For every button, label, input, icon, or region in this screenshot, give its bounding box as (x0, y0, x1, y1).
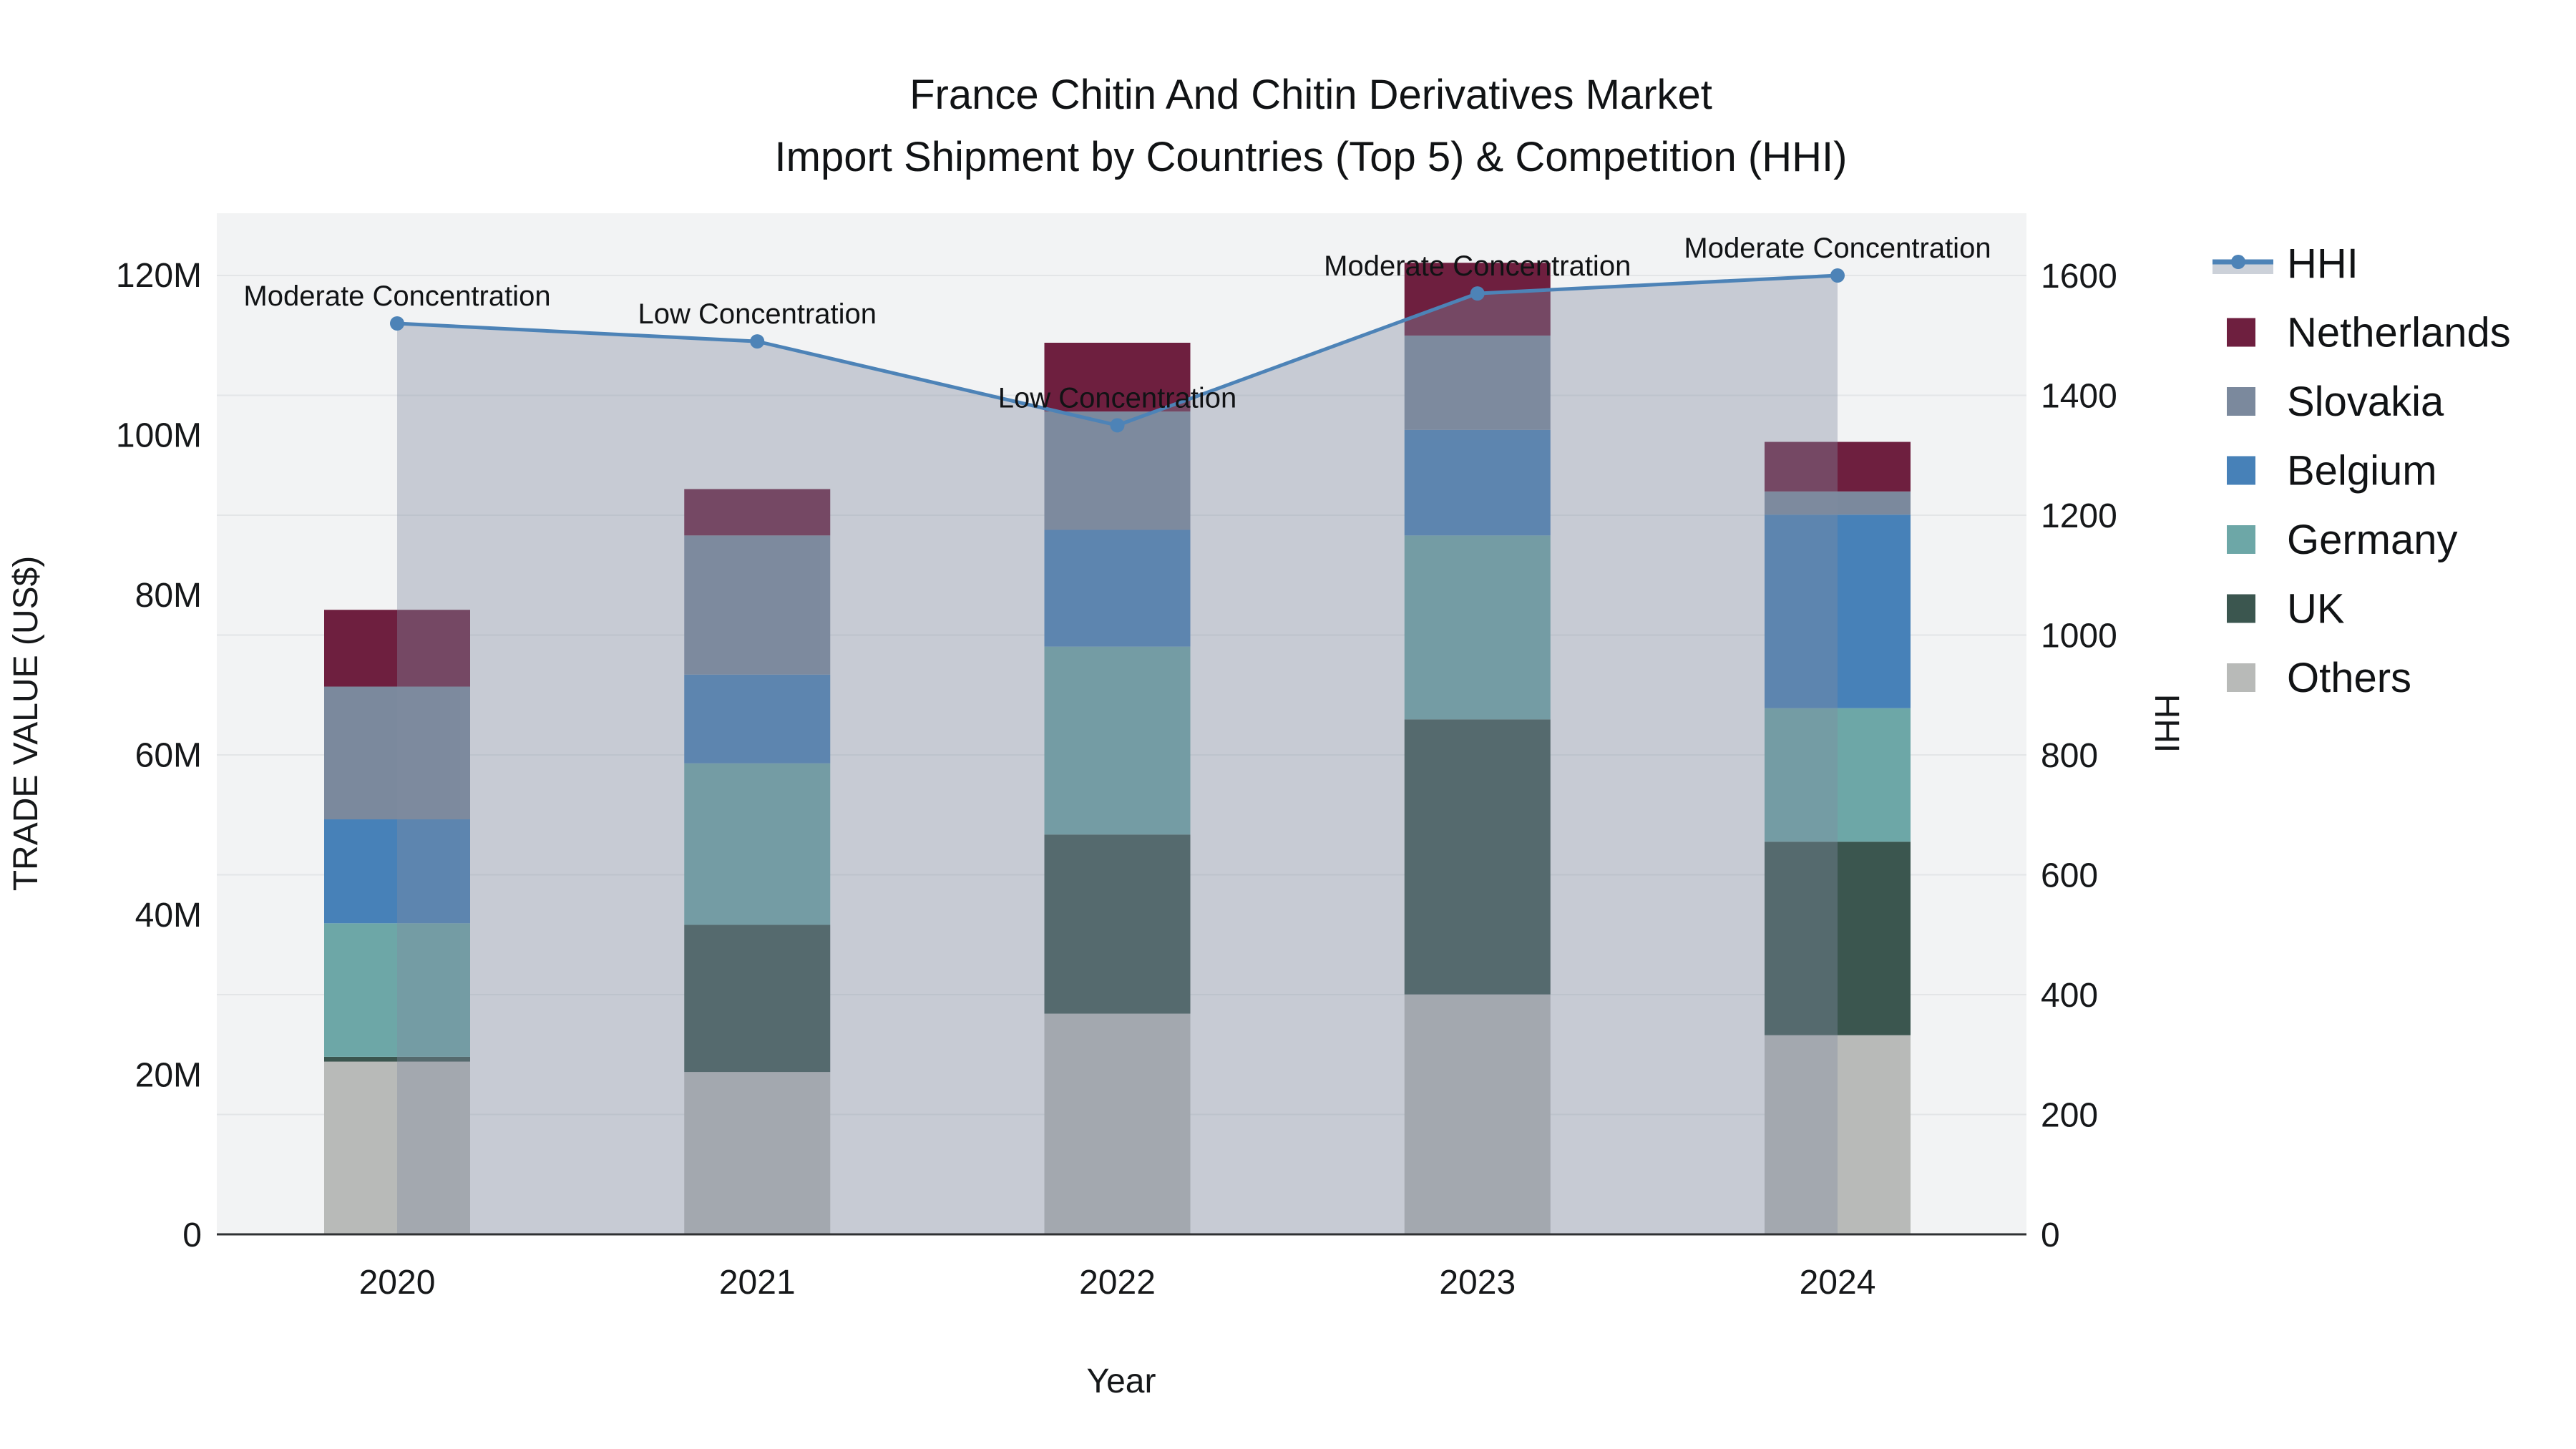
x-axis-tick-2021: 2021 (719, 1264, 796, 1302)
bar-segment-2020-uk (324, 1056, 470, 1062)
right-axis-tick: 1000 (2041, 618, 2117, 655)
legend-swatch-uk (2227, 594, 2255, 623)
bar-segment-2020-netherlands (324, 610, 470, 687)
right-axis-tick: 400 (2041, 977, 2098, 1015)
bar-segment-2022-others (1044, 1013, 1191, 1234)
left-axis-tick: 100M (116, 417, 202, 455)
bar-segment-2024-others (1765, 1035, 1911, 1234)
left-axis-title: TRADE VALUE (US$) (7, 556, 45, 892)
x-axis-tick-2022: 2022 (1079, 1264, 1156, 1302)
legend-label-belgium: Belgium (2287, 448, 2437, 494)
legend-item-hhi[interactable]: HHI (2212, 240, 2358, 287)
hhi-point-2021 (750, 334, 765, 349)
right-axis-title: HHI (2147, 694, 2185, 753)
legend-label-germany: Germany (2287, 517, 2458, 563)
bar-segment-2020-others (324, 1061, 470, 1234)
x-axis-tick-2023: 2023 (1439, 1264, 1516, 1302)
bar-segment-2021-slovakia (684, 535, 831, 675)
bar-segment-2024-netherlands (1765, 441, 1911, 492)
annotation-2022: Low Concentration (998, 382, 1237, 414)
stacked-bars (324, 263, 1911, 1234)
annotation-2021: Low Concentration (638, 298, 877, 330)
bar-segment-2024-uk (1765, 841, 1911, 1035)
bar-segment-2024-slovakia (1765, 491, 1911, 515)
bar-segment-2023-uk (1404, 719, 1551, 995)
right-axis-tick: 0 (2041, 1216, 2060, 1254)
hhi-point-2024 (1830, 268, 1845, 283)
legend-item-others[interactable]: Others (2227, 655, 2411, 701)
x-axis-tick-2020: 2020 (359, 1264, 436, 1302)
legend-label-uk: UK (2287, 586, 2345, 633)
hhi-area-polygon (397, 275, 1838, 1234)
right-axis-tick: 1200 (2041, 497, 2117, 535)
concentration-annotations: Moderate Concentration Low Concentration L… (243, 233, 1991, 414)
bar-segment-2020-slovakia (324, 686, 470, 820)
bar-segment-2023-others (1404, 994, 1551, 1234)
x-axis-title: Year (1087, 1362, 1156, 1400)
chart-title-line1: France Chitin And Chitin Derivatives Mar… (909, 72, 1712, 118)
bar-segment-2020-belgium (324, 819, 470, 924)
hhi-legend-marker (2231, 255, 2245, 269)
hhi-legend-area-sample (2212, 264, 2273, 274)
hhi-area-fill (397, 275, 1838, 1234)
hhi-point-2020 (390, 316, 404, 331)
hhi-line (390, 268, 1845, 433)
x-axis-tick-2024: 2024 (1800, 1264, 1876, 1302)
legend-item-netherlands[interactable]: Netherlands (2227, 310, 2511, 356)
legend-label-netherlands: Netherlands (2287, 310, 2511, 356)
legend-label-slovakia: Slovakia (2287, 379, 2444, 425)
bar-segment-2021-uk (684, 924, 831, 1073)
bar-segment-2022-germany (1044, 646, 1191, 835)
chart-title-line2: Import Shipment by Countries (Top 5) & C… (775, 134, 1848, 180)
legend-swatch-slovakia (2227, 387, 2255, 416)
annotation-2020: Moderate Concentration (243, 280, 550, 312)
bar-segment-2021-belgium (684, 674, 831, 763)
legend-swatch-netherlands (2227, 318, 2255, 347)
legend-item-slovakia[interactable]: Slovakia (2227, 379, 2444, 425)
bar-segment-2022-belgium (1044, 530, 1191, 647)
right-axis-tick: 600 (2041, 857, 2098, 895)
bar-segment-2023-germany (1404, 535, 1551, 720)
legend-swatch-belgium (2227, 456, 2255, 485)
bar-segment-2024-germany (1765, 708, 1911, 842)
bar-segment-2020-germany (324, 923, 470, 1057)
bar-segment-2023-slovakia (1404, 335, 1551, 430)
bar-segment-2021-netherlands (684, 489, 831, 536)
left-axis-tick: 20M (135, 1057, 202, 1095)
right-axis-tick: 1600 (2041, 258, 2117, 296)
right-axis-tick: 800 (2041, 737, 2098, 775)
legend: HHI Netherlands Slovakia Belgium Germany UK Ot… (2212, 240, 2511, 701)
left-axis-tick: 120M (116, 257, 202, 295)
legend-swatch-others (2227, 663, 2255, 692)
hhi-point-2023 (1470, 286, 1485, 301)
legend-item-belgium[interactable]: Belgium (2227, 448, 2437, 494)
legend-item-germany[interactable]: Germany (2227, 517, 2458, 563)
axis-tick-labels: 0 20M 40M 60M 80M 100M 120M 0 200 400 600 800 1000 12… (116, 257, 2117, 1302)
bar-segment-2023-belgium (1404, 429, 1551, 536)
bar-segment-2024-belgium (1765, 514, 1911, 708)
legend-label-others: Others (2287, 655, 2411, 701)
legend-label-hhi: HHI (2287, 240, 2358, 287)
legend-swatch-germany (2227, 525, 2255, 554)
bar-segment-2022-uk (1044, 834, 1191, 1014)
left-axis-tick: 60M (135, 737, 202, 775)
left-axis-tick: 80M (135, 577, 202, 615)
right-axis-tick: 200 (2041, 1097, 2098, 1135)
annotation-2023: Moderate Concentration (1324, 250, 1631, 282)
hhi-point-2022 (1110, 418, 1125, 433)
left-axis-tick: 0 (182, 1216, 202, 1254)
bar-segment-2022-netherlands (1044, 342, 1191, 412)
bar-segment-2021-others (684, 1072, 831, 1234)
bar-segment-2021-germany (684, 763, 831, 925)
right-axis-tick: 1400 (2041, 378, 2117, 416)
left-axis-tick: 40M (135, 897, 202, 935)
legend-item-uk[interactable]: UK (2227, 586, 2345, 633)
annotation-2024: Moderate Concentration (1684, 233, 1991, 264)
